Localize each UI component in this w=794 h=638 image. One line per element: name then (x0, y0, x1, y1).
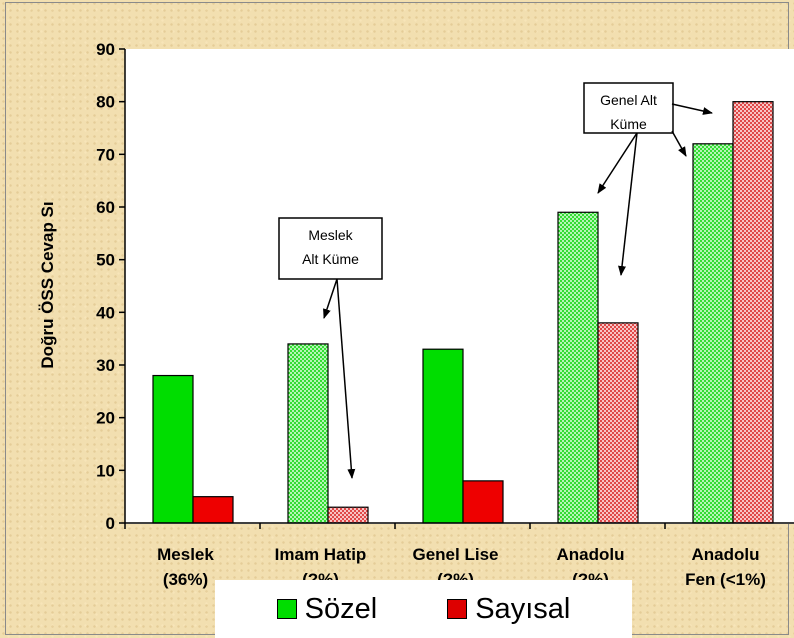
y-tick-label-50: 50 (96, 251, 115, 270)
legend: Sözel Sayısal (215, 580, 632, 638)
callout-arrow-extra-1 (671, 130, 687, 157)
legend-swatch-sayisal (447, 599, 468, 619)
bar-sözel-4 (692, 143, 734, 524)
callout-text-1-0: Genel Alt (600, 92, 657, 108)
bar-sözel-0 (152, 374, 194, 524)
bar-sayısal-1 (327, 506, 369, 524)
callout-box-1 (583, 82, 674, 134)
category-label-3-0: Anadolu (557, 545, 625, 564)
callout-arrow-1-0 (597, 132, 638, 194)
bar-sayısal-3 (597, 322, 639, 524)
y-axis-label: Doğru ÖSS Cevap Sı (38, 201, 57, 368)
y-tick-label-40: 40 (96, 303, 115, 322)
y-tick-label-60: 60 (96, 198, 115, 217)
category-label-4-1: Fen (<1%) (685, 570, 766, 589)
y-tick-label-10: 10 (96, 461, 115, 480)
y-tick-label-90: 90 (96, 40, 115, 59)
callout-text-0-1: Alt Küme (302, 251, 359, 267)
legend-item-sayisal: Sayısal (447, 593, 570, 626)
bar-sayısal-4 (732, 101, 774, 524)
bars-group (152, 101, 774, 524)
bar-sözel-3 (557, 211, 599, 524)
callout-arrow-0-1 (336, 278, 356, 479)
callout-text-1-1: Küme (610, 116, 647, 132)
callout-box-0 (278, 217, 383, 280)
legend-label-sayisal: Sayısal (475, 592, 571, 625)
legend-item-sozel: Sözel (276, 592, 378, 626)
category-label-0-0: Meslek (157, 545, 214, 564)
category-label-2-0: Genel Lise (413, 545, 499, 564)
category-label-0-1: (36%) (163, 570, 208, 589)
legend-swatch-sozel (276, 599, 297, 619)
legend-label-sozel: Sözel (304, 592, 378, 625)
bar-sözel-2 (422, 348, 464, 524)
y-tick-label-30: 30 (96, 356, 115, 375)
callout-arrow-extra-0 (671, 103, 713, 115)
callout-arrow-0-0 (323, 278, 338, 319)
y-tick-label-70: 70 (96, 145, 115, 164)
callout-text-0-0: Meslek (308, 227, 353, 243)
bar-sayısal-0 (192, 496, 234, 524)
y-tick-label-80: 80 (96, 93, 115, 112)
axes-group: 0 10 20 30 40 50 60 70 80 90 (96, 40, 794, 533)
bar-sözel-1 (287, 343, 329, 524)
callout-arrow-1-1 (618, 132, 638, 276)
annotations-group: Meslek Alt Küme Genel Alt Küme (278, 82, 713, 479)
category-label-4-0: Anadolu (692, 545, 760, 564)
y-tick-label-20: 20 (96, 409, 115, 428)
y-tick-label-0: 0 (106, 514, 115, 533)
category-label-1-0: Imam Hatip (275, 545, 367, 564)
bar-sayısal-2 (462, 480, 504, 524)
